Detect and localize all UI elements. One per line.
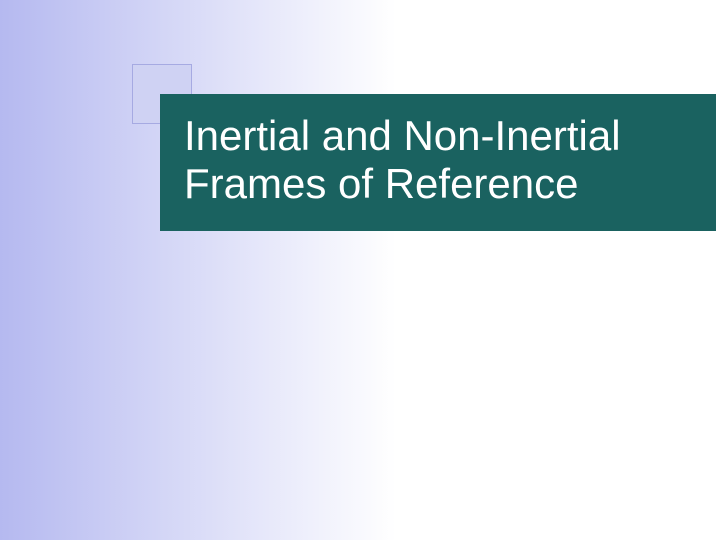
title-block: Inertial and Non-Inertial Frames of Refe… (160, 94, 716, 231)
slide-title: Inertial and Non-Inertial Frames of Refe… (184, 112, 692, 209)
slide-background (0, 0, 720, 540)
